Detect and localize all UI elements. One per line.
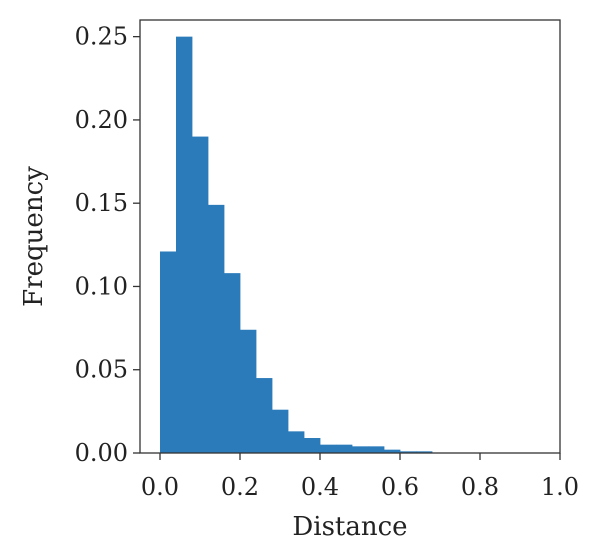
- histogram-bar: [336, 444, 353, 453]
- x-tick-label: 0.2: [221, 473, 259, 501]
- y-axis-label: Frequency: [19, 166, 49, 307]
- y-tick-label: 0.15: [75, 189, 128, 217]
- histogram-bar: [416, 451, 433, 453]
- y-tick-label: 0.20: [75, 106, 128, 134]
- histogram-bar: [224, 273, 241, 453]
- histogram-bar: [160, 251, 177, 453]
- x-tick-label: 0.4: [301, 473, 339, 501]
- y-tick-label: 0.10: [75, 272, 128, 300]
- x-tick-label: 0.0: [141, 473, 179, 501]
- x-tick-label: 0.8: [461, 473, 499, 501]
- histogram-bar: [368, 446, 385, 453]
- histogram-bar: [176, 36, 193, 454]
- x-axis-label: Distance: [292, 512, 407, 542]
- histogram-bar: [320, 444, 337, 453]
- x-axis-ticks: 0.0 0.2 0.4 0.6 0.8 1.0: [141, 453, 579, 501]
- histogram-bar: [384, 449, 401, 453]
- histogram-bar: [304, 438, 321, 453]
- plot-frame: [139, 19, 561, 454]
- histogram-bar: [256, 378, 273, 453]
- bars-group: [160, 36, 433, 454]
- histogram-bar: [272, 409, 289, 453]
- x-tick-label: 1.0: [541, 473, 579, 501]
- y-tick-label: 0.00: [75, 439, 128, 467]
- histogram-bar: [400, 451, 417, 453]
- histogram-bar: [240, 329, 257, 453]
- y-tick-label: 0.25: [75, 23, 128, 51]
- histogram-bar: [192, 136, 209, 453]
- histogram-bar: [352, 446, 369, 453]
- histogram-bar: [208, 204, 225, 453]
- y-tick-label: 0.05: [75, 356, 128, 384]
- x-tick-label: 0.6: [381, 473, 419, 501]
- y-axis-ticks: 0.00 0.05 0.10 0.15 0.20 0.25: [75, 23, 140, 467]
- histogram-bar: [288, 431, 305, 453]
